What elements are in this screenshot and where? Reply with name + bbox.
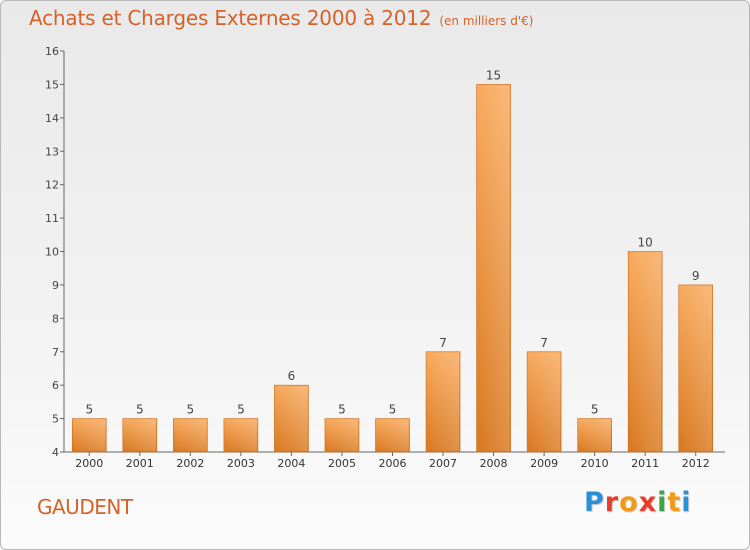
x-tick-label: 2007: [429, 457, 457, 470]
y-tick-label: 10: [45, 246, 59, 259]
bar-shine: [73, 419, 106, 451]
logo-letter: r: [604, 487, 620, 518]
x-tick-label: 2000: [75, 457, 103, 470]
bar-shine: [629, 252, 662, 451]
logo-letter: i: [681, 487, 692, 518]
value-label: 10: [638, 236, 653, 250]
x-tick-label: 2008: [480, 457, 508, 470]
value-label: 5: [136, 403, 144, 417]
x-tick-label: 2010: [581, 457, 609, 470]
bar-shine: [477, 85, 510, 452]
x-tick-label: 2002: [176, 457, 204, 470]
bar-shine: [123, 419, 156, 451]
value-label: 7: [439, 336, 447, 350]
x-tick-label: 2012: [682, 457, 710, 470]
logo-letter: o: [619, 487, 639, 518]
y-tick-label: 5: [52, 413, 59, 426]
bar-shine: [427, 352, 460, 451]
value-label: 5: [389, 403, 397, 417]
x-tick-label: 2003: [227, 457, 255, 470]
y-axis: 4 5 6 7 8 9 10 11 12 13 14 15 16: [45, 45, 65, 459]
y-tick-label: 15: [45, 78, 59, 91]
y-tick-label: 16: [45, 45, 59, 58]
bar-shine: [679, 285, 712, 451]
bar-shine: [325, 419, 358, 451]
logo-letter: i: [657, 487, 668, 518]
x-tick-label: 2004: [277, 457, 305, 470]
value-label: 7: [540, 336, 548, 350]
bar-shine: [275, 386, 308, 451]
x-tick-label: 2005: [328, 457, 356, 470]
value-label: 5: [85, 403, 93, 417]
y-tick-label: 11: [45, 212, 59, 225]
y-tick-label: 8: [52, 312, 59, 325]
commune-name: GAUDENT: [37, 495, 133, 519]
y-tick-label: 9: [52, 279, 59, 292]
bar-shine: [224, 419, 257, 451]
bar-shine: [174, 419, 207, 451]
bar-shine: [528, 352, 561, 451]
y-tick-label: 6: [52, 379, 59, 392]
proxiti-logo: Proxiti: [584, 487, 692, 518]
x-tick-label: 2011: [631, 457, 659, 470]
value-label: 9: [692, 269, 700, 283]
y-tick-label: 13: [45, 145, 59, 158]
y-tick-label: 12: [45, 179, 59, 192]
value-labels: 5 5 5 5 6 5 5 7 15 7 5 10 9: [85, 68, 699, 416]
value-label: 5: [237, 403, 245, 417]
chart-title: Achats et Charges Externes 2000 à 2012 (e…: [29, 6, 533, 30]
logo-letter: P: [584, 487, 605, 518]
x-tick-label: 2001: [126, 457, 154, 470]
y-tick-label: 7: [52, 346, 59, 359]
x-tick-label: 2009: [530, 457, 558, 470]
bars: [71, 84, 714, 453]
x-tick-label: 2006: [379, 457, 407, 470]
x-axis: 2000 2001 2002 2003 2004 2005 2006 2007 2008 2009…: [64, 451, 725, 470]
y-tick-label: 4: [52, 446, 59, 459]
value-label: 5: [591, 403, 599, 417]
logo-letter: x: [638, 487, 658, 518]
logo-letter: t: [667, 487, 682, 518]
chart-title-unit: (en milliers d'€): [439, 14, 534, 28]
value-label: 6: [288, 369, 296, 383]
bar-shine: [376, 419, 409, 451]
y-tick-label: 14: [45, 112, 59, 125]
value-label: 15: [486, 68, 501, 82]
value-label: 5: [338, 403, 346, 417]
value-label: 5: [187, 403, 195, 417]
bar-shine: [578, 419, 611, 451]
chart-title-main: Achats et Charges Externes 2000 à 2012: [29, 6, 432, 30]
